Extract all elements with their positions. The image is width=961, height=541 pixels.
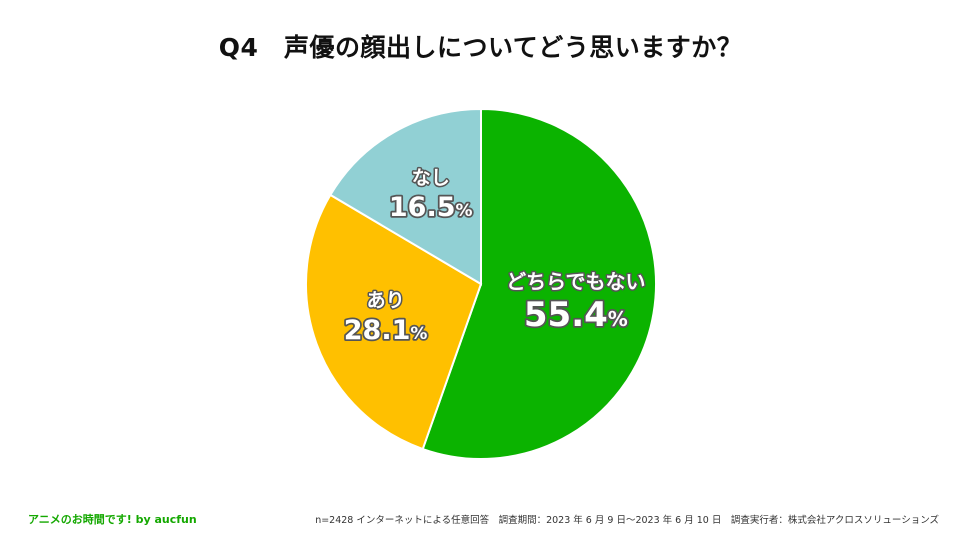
slice-value-neither: 55.4% bbox=[524, 295, 628, 335]
footer-survey-note: n=2428 インターネットによる任意回答 調査期間：2023 年 6 月 9 … bbox=[315, 515, 939, 526]
slice-value-no: 16.5% bbox=[389, 192, 473, 223]
pie-slice-no bbox=[328, 107, 482, 286]
pie-slices bbox=[305, 107, 657, 460]
slice-value-yes: 28.1% bbox=[344, 315, 428, 346]
chart-title: Q4 声優の顔出しについてどう思いますか？ bbox=[218, 33, 743, 62]
slice-label-no: なし bbox=[412, 167, 450, 189]
slice-label-neither: どちらでもない bbox=[506, 269, 645, 293]
footer-brand: アニメのお時間です! by aucfun bbox=[28, 513, 197, 526]
slice-label-yes: あり bbox=[367, 290, 405, 312]
